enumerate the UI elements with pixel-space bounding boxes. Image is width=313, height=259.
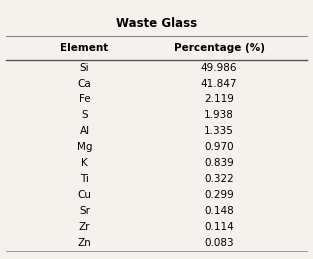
Text: Element: Element xyxy=(60,43,109,53)
Text: Fe: Fe xyxy=(79,95,90,104)
Text: 0.322: 0.322 xyxy=(204,174,234,184)
Text: Percentage (%): Percentage (%) xyxy=(174,43,264,53)
Text: 1.335: 1.335 xyxy=(204,126,234,136)
Text: Zn: Zn xyxy=(78,238,91,248)
Text: Waste Glass: Waste Glass xyxy=(116,17,197,30)
Text: 41.847: 41.847 xyxy=(201,78,237,89)
Text: 2.119: 2.119 xyxy=(204,95,234,104)
Text: Cu: Cu xyxy=(78,190,91,200)
Text: 1.938: 1.938 xyxy=(204,111,234,120)
Text: 0.114: 0.114 xyxy=(204,222,234,232)
Text: 0.839: 0.839 xyxy=(204,159,234,168)
Text: 0.083: 0.083 xyxy=(204,238,234,248)
Text: Zr: Zr xyxy=(79,222,90,232)
Text: 0.299: 0.299 xyxy=(204,190,234,200)
Text: 49.986: 49.986 xyxy=(201,63,237,73)
Text: K: K xyxy=(81,159,88,168)
Text: 0.148: 0.148 xyxy=(204,206,234,216)
Text: Si: Si xyxy=(80,63,89,73)
Text: S: S xyxy=(81,111,88,120)
Text: Al: Al xyxy=(80,126,90,136)
Text: Ca: Ca xyxy=(78,78,91,89)
Text: Ti: Ti xyxy=(80,174,89,184)
Text: Sr: Sr xyxy=(79,206,90,216)
Text: Mg: Mg xyxy=(77,142,92,152)
Text: 0.970: 0.970 xyxy=(204,142,234,152)
